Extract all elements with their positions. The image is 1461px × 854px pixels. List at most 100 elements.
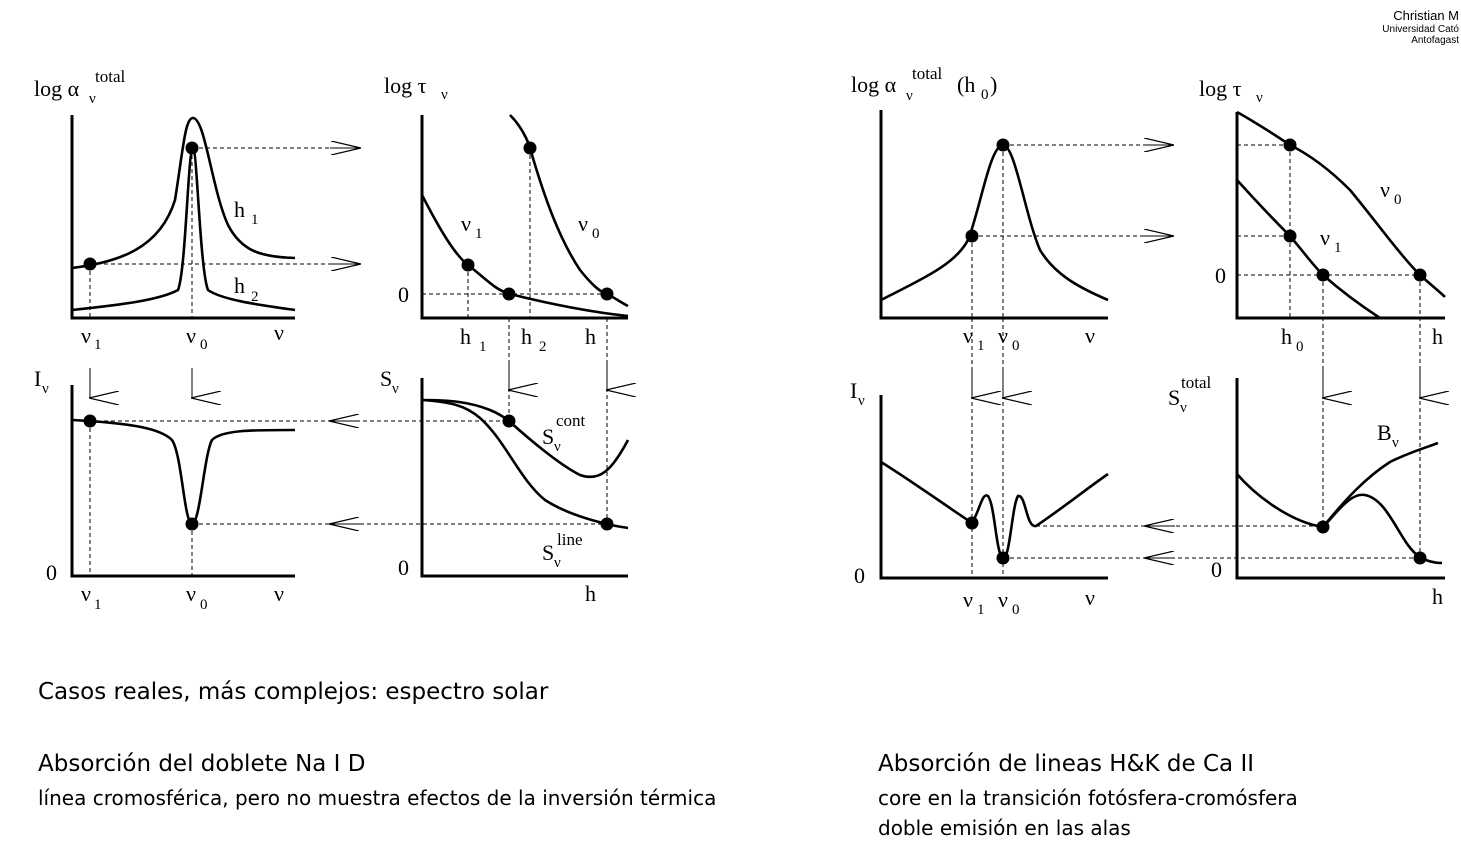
svg-text:total: total	[95, 67, 125, 86]
svg-text:cont: cont	[556, 411, 586, 430]
left-heading: Absorción del doblete Na I D	[38, 751, 366, 777]
svg-text:1: 1	[94, 337, 102, 353]
svg-text:ν: ν	[1256, 90, 1263, 106]
svg-text:ν: ν	[1085, 585, 1095, 610]
svg-text:0: 0	[1012, 602, 1020, 618]
point-rtau-a	[1283, 138, 1297, 152]
curve-alpha-h0	[880, 143, 1109, 302]
point-rs-b	[1413, 551, 1427, 565]
svg-text:ν: ν	[998, 587, 1008, 612]
svg-text:0: 0	[46, 560, 57, 585]
svg-text:0: 0	[854, 563, 865, 588]
svg-text:B: B	[1377, 420, 1392, 445]
svg-text:0: 0	[592, 226, 600, 242]
curve-rtau-nu1	[1236, 179, 1381, 320]
svg-text:ν: ν	[554, 555, 561, 571]
svg-text:0: 0	[981, 87, 989, 103]
curve-intensity	[71, 418, 296, 526]
svg-text:ν: ν	[1180, 400, 1187, 416]
point-tau-zero1	[502, 287, 516, 301]
svg-text:0: 0	[200, 337, 208, 353]
svg-text:ν: ν	[554, 439, 561, 455]
svg-text:0: 0	[1012, 338, 1020, 354]
svg-text:I: I	[850, 378, 857, 403]
svg-text:ν: ν	[392, 381, 399, 397]
point-rtau-b	[1283, 229, 1297, 243]
svg-text:h: h	[585, 324, 596, 349]
curve-s-line	[421, 398, 629, 530]
svg-text:h: h	[1432, 324, 1443, 349]
panel-left-intensity: I ν 0 ν 1 ν 0 ν	[34, 366, 607, 613]
svg-text:h: h	[1281, 324, 1292, 349]
svg-text:0: 0	[1394, 192, 1402, 208]
svg-text:I: I	[34, 366, 41, 391]
svg-text:0: 0	[1211, 557, 1222, 582]
svg-text:ν: ν	[81, 581, 91, 606]
point-tau-h2	[523, 141, 537, 155]
svg-text:2: 2	[539, 339, 547, 355]
svg-text:ν: ν	[89, 91, 96, 107]
point-alpha-nu1	[83, 257, 97, 271]
left-note: línea cromosférica, pero no muestra efec…	[38, 786, 717, 810]
svg-text:h: h	[234, 197, 245, 222]
svg-text:log α: log α	[851, 72, 897, 97]
author-credit: Christian M Universidad Cató Antofagast	[1382, 8, 1459, 47]
point-intensity-nu1	[83, 414, 97, 428]
svg-text:log α: log α	[34, 76, 80, 101]
svg-text:line: line	[557, 530, 583, 549]
svg-text:S: S	[1168, 385, 1180, 410]
svg-text:ν: ν	[461, 211, 471, 236]
svg-text:ν: ν	[963, 587, 973, 612]
svg-text:ν: ν	[441, 87, 448, 103]
panel-right-source: S ν total B ν 0 h	[1168, 275, 1445, 609]
point-tau-zero0	[600, 287, 614, 301]
curve-s-cont	[421, 398, 630, 479]
svg-text:(h: (h	[957, 72, 975, 97]
svg-text:0: 0	[200, 597, 208, 613]
svg-text:ν: ν	[1392, 435, 1399, 451]
svg-text:h: h	[460, 324, 471, 349]
credit-city: Antofagast	[1411, 35, 1459, 47]
point-s-cont	[502, 414, 516, 428]
right-note-1: core en la transición fotósfera-cromósfe…	[878, 786, 1298, 810]
svg-text:ν: ν	[1085, 323, 1095, 348]
point-tau-h1	[461, 258, 475, 272]
svg-text:ν: ν	[858, 393, 865, 409]
point-ralpha-nu1	[965, 229, 979, 243]
svg-text:h: h	[521, 324, 532, 349]
point-alpha-nu0	[185, 141, 199, 155]
point-rs-a	[1316, 520, 1330, 534]
panel-left-alpha: log α total ν h 1 h 2 ν 1 ν 0 ν	[34, 67, 360, 353]
svg-text:h: h	[1432, 584, 1443, 609]
point-intensity-nu0	[185, 517, 199, 531]
curve-h1	[71, 116, 296, 270]
right-note-2: doble emisión en las alas	[878, 816, 1131, 840]
svg-text:log τ: log τ	[1199, 76, 1242, 101]
credit-name: Christian M	[1393, 8, 1459, 23]
curve-rtau-nu0	[1236, 110, 1446, 298]
svg-text:ν: ν	[906, 88, 913, 104]
right-heading: Absorción de lineas H&K de Ca II	[878, 751, 1255, 777]
svg-text:ν: ν	[274, 320, 284, 345]
svg-text:ν: ν	[42, 381, 49, 397]
svg-text:1: 1	[1334, 240, 1342, 256]
svg-text:0: 0	[398, 282, 409, 307]
svg-text:ν: ν	[186, 581, 196, 606]
curve-tau-nu1	[420, 194, 629, 318]
svg-text:S: S	[380, 366, 392, 391]
point-s-line	[600, 517, 614, 531]
svg-text:ν: ν	[186, 323, 196, 348]
svg-text:ν: ν	[274, 581, 284, 606]
svg-text:total: total	[912, 64, 942, 83]
svg-text:log τ: log τ	[384, 73, 427, 98]
curve-h2	[71, 146, 296, 312]
svg-text:): )	[990, 72, 997, 97]
svg-text:ν: ν	[1380, 177, 1390, 202]
panel-right-tau: log τ ν 0 ν 0 ν 1 h 0 h	[1199, 76, 1446, 355]
svg-text:S: S	[542, 424, 554, 449]
svg-text:1: 1	[977, 602, 985, 618]
panel-left-source: S ν S ν cont S ν line 0 h	[380, 318, 630, 606]
svg-text:ν: ν	[1320, 225, 1330, 250]
panel-left-tau: log τ ν 0 ν 1 ν 0 h 1 h 2 h	[384, 73, 629, 355]
svg-text:1: 1	[251, 212, 259, 228]
